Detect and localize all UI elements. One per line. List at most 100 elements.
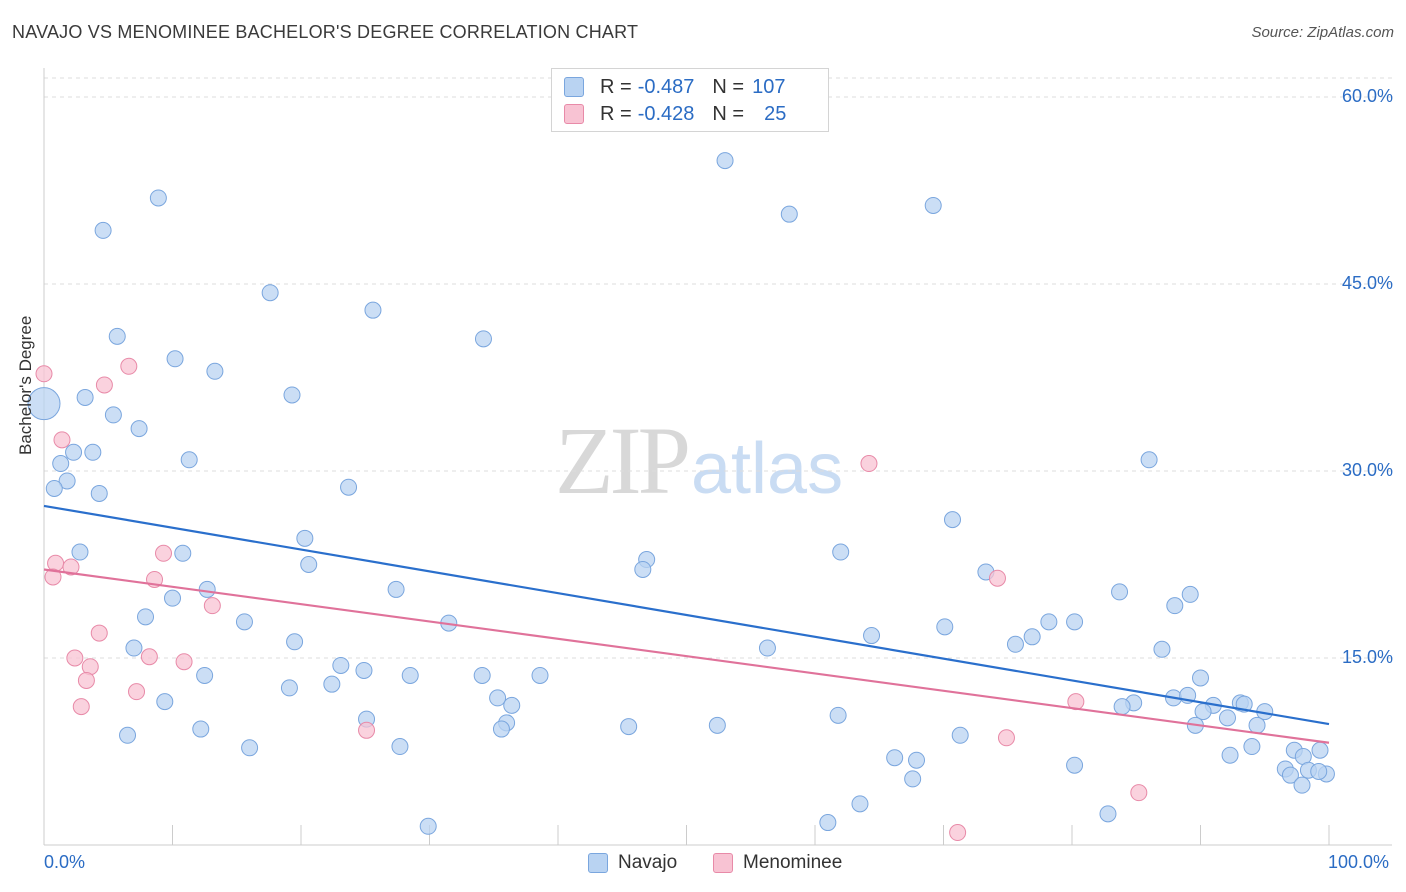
n-value: 107 — [752, 75, 786, 98]
menominee-point — [155, 544, 173, 562]
navajo-point — [1066, 613, 1084, 631]
r-label: R = — [600, 75, 632, 98]
r-label: R = — [600, 102, 632, 125]
y-tick-label: 45.0% — [1341, 273, 1393, 293]
navajo-point — [104, 406, 122, 424]
menominee-point — [1130, 784, 1148, 802]
menominee-point — [95, 376, 113, 394]
navajo-point — [1166, 597, 1184, 615]
navajo-point — [84, 443, 102, 461]
navajo-point — [708, 716, 726, 734]
navajo-point — [531, 666, 549, 684]
navajo-point — [886, 749, 904, 767]
source-label: Source: ZipAtlas.com — [1251, 24, 1394, 41]
navajo-point — [164, 589, 181, 607]
navajo-point — [1111, 583, 1129, 601]
navajo-trend-line — [43, 504, 1330, 726]
r-value: -0.428 — [637, 102, 695, 125]
menominee-point — [47, 554, 65, 572]
navajo-swatch — [564, 77, 584, 97]
legend-item-navajo[interactable]: Navajo — [588, 852, 677, 874]
navajo-point — [280, 679, 298, 697]
navajo-point — [94, 221, 112, 239]
watermark-atlas: atlas — [691, 429, 844, 509]
navajo-point — [261, 284, 279, 302]
menominee-point — [128, 683, 146, 701]
navajo-point — [198, 580, 216, 598]
navajo-point — [1221, 746, 1239, 764]
navajo-point — [904, 770, 922, 788]
navajo-point — [1113, 698, 1131, 716]
navajo-point — [1006, 635, 1024, 653]
r-value: -0.487 — [637, 75, 695, 98]
navajo-point — [300, 556, 318, 573]
navajo-point — [1023, 628, 1041, 646]
menominee-point — [203, 597, 221, 615]
navajo-point — [620, 718, 638, 736]
n-label: N = — [712, 102, 745, 125]
menominee-point — [90, 624, 108, 642]
navajo-point — [137, 608, 155, 626]
navajo-point — [166, 350, 184, 368]
navajo-point — [364, 301, 382, 319]
navajo-point — [908, 751, 926, 769]
navajo-point — [780, 205, 798, 223]
menominee-point — [988, 569, 1006, 587]
navajo-point — [489, 689, 507, 707]
correlation-legend: R = -0.487 N = 107 R = -0.428 N = 25 — [551, 68, 829, 132]
navajo-point — [192, 720, 210, 738]
menominee-point — [860, 455, 878, 473]
menominee-point — [120, 357, 138, 375]
menominee-point — [66, 649, 84, 667]
watermark: ZIPatlas — [555, 405, 843, 516]
navajo-point — [419, 817, 437, 835]
navajo-point — [943, 511, 961, 529]
menominee-point — [53, 431, 71, 449]
navajo-point — [196, 666, 214, 684]
n-value: 25 — [764, 102, 787, 125]
menominee-point — [140, 648, 158, 666]
menominee-point — [62, 558, 80, 576]
menominee-point — [44, 568, 62, 586]
navajo-point — [492, 720, 510, 738]
navajo-point — [130, 420, 148, 438]
navajo-point — [1066, 756, 1084, 774]
navajo-point — [340, 478, 358, 496]
navajo-point — [323, 675, 341, 693]
y-tick-label: 60.0% — [1341, 86, 1393, 106]
navajo-point — [829, 706, 847, 724]
navajo-point — [474, 330, 492, 348]
navajo-point — [716, 152, 734, 170]
navajo-point — [90, 484, 108, 502]
navajo-point — [296, 529, 314, 547]
navajo-point — [180, 451, 198, 469]
y-axis-label: Bachelor's Degree — [16, 315, 35, 455]
menominee-swatch — [564, 104, 584, 124]
navajo-point — [65, 443, 83, 461]
navajo-point — [391, 738, 409, 756]
navajo-point — [1140, 451, 1158, 469]
navajo-point — [401, 666, 419, 684]
navajo-point — [387, 580, 405, 598]
y-tick-label: 15.0% — [1341, 647, 1393, 667]
navajo-point — [936, 618, 954, 636]
navajo-point — [108, 327, 126, 345]
navajo-point — [332, 656, 350, 674]
x-tick-label-min: 0.0% — [44, 852, 86, 872]
x-tick-label-max: 100.0% — [1328, 852, 1390, 872]
navajo-point — [125, 639, 143, 657]
navajo-point — [156, 693, 174, 711]
navajo-point — [1248, 716, 1266, 734]
navajo-point — [355, 661, 373, 679]
legend-item-menominee[interactable]: Menominee — [713, 852, 842, 874]
navajo-point — [634, 560, 652, 578]
legend-row-menominee: R = -0.428 N = 25 — [564, 103, 786, 125]
menominee-point — [77, 671, 95, 689]
menominee-swatch — [713, 853, 733, 873]
navajo-point — [235, 613, 253, 631]
navajo-point — [76, 388, 94, 406]
watermark-zip: ZIP — [555, 407, 691, 514]
navajo-point — [45, 479, 63, 497]
navajo-point — [1040, 613, 1058, 631]
